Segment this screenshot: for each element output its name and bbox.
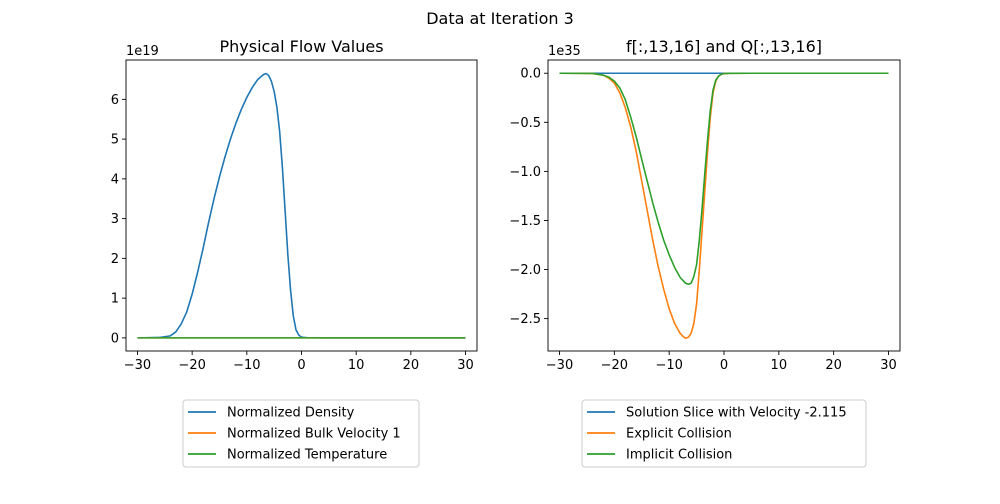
y-tick-label: −2.0 bbox=[509, 263, 541, 278]
y-tick-label: 6 bbox=[111, 93, 119, 108]
x-tick-label: 10 bbox=[348, 358, 365, 373]
legend-box bbox=[182, 399, 420, 468]
legend-label: Explicit Collision bbox=[626, 427, 732, 442]
legend-label: Normalized Bulk Velocity 1 bbox=[227, 427, 401, 442]
y-offset-label: 1e19 bbox=[126, 44, 159, 59]
series-line-1 bbox=[137, 72, 466, 339]
legend-label: Normalized Density bbox=[227, 406, 355, 421]
x-tick-label: 30 bbox=[457, 358, 474, 373]
y-tick-label: −1.5 bbox=[509, 214, 541, 229]
plot-area-frame bbox=[125, 59, 478, 352]
x-tick-label: 0 bbox=[720, 358, 728, 373]
figure-title: Data at Iteration 3 bbox=[426, 9, 574, 28]
y-tick-label: −0.5 bbox=[509, 116, 541, 131]
y-tick-label: 5 bbox=[111, 133, 119, 148]
x-tick-label: −30 bbox=[124, 358, 151, 373]
y-tick-label: −1.0 bbox=[509, 165, 541, 180]
chart-f-and-q-slices: f[:,13,16] and Q[:,13,16] 1e35 −30 −20 −10 0 1… bbox=[509, 37, 901, 468]
plot-area-frame bbox=[547, 59, 901, 352]
legend-label: Solution Slice with Velocity -2.115 bbox=[626, 406, 847, 421]
chart-title: f[:,13,16] and Q[:,13,16] bbox=[626, 37, 822, 56]
legend: Solution Slice with Velocity -2.115 Expli… bbox=[581, 399, 867, 468]
y-tick-label: −2.5 bbox=[509, 312, 541, 327]
legend: Normalized Density Normalized Bulk Veloci… bbox=[182, 399, 420, 468]
y-tick-label: 3 bbox=[111, 212, 119, 227]
x-tick-label: −20 bbox=[601, 358, 628, 373]
y-tick-label: 4 bbox=[111, 172, 119, 187]
y-tick-label: 0 bbox=[111, 331, 119, 346]
chart-title: Physical Flow Values bbox=[219, 37, 383, 56]
x-tick-label: −10 bbox=[655, 358, 682, 373]
x-tick-label: −10 bbox=[233, 358, 260, 373]
x-tick-label: −30 bbox=[546, 358, 573, 373]
x-tick-label: 20 bbox=[825, 358, 842, 373]
y-tick-label: 2 bbox=[111, 252, 119, 267]
legend-box bbox=[581, 399, 867, 468]
x-tick-label: 10 bbox=[771, 358, 788, 373]
x-tick-label: 20 bbox=[403, 358, 420, 373]
y-tick-label: 0.0 bbox=[520, 67, 541, 82]
y-tick-label: 1 bbox=[111, 292, 119, 307]
x-tick-label: 0 bbox=[297, 358, 305, 373]
series-line-3 bbox=[559, 72, 889, 286]
y-offset-label: 1e35 bbox=[548, 44, 581, 59]
legend-label: Normalized Temperature bbox=[227, 448, 387, 463]
x-tick-label: 30 bbox=[880, 358, 897, 373]
series-line-2 bbox=[559, 72, 889, 340]
legend-label: Implicit Collision bbox=[626, 448, 732, 463]
x-tick-label: −20 bbox=[178, 358, 205, 373]
